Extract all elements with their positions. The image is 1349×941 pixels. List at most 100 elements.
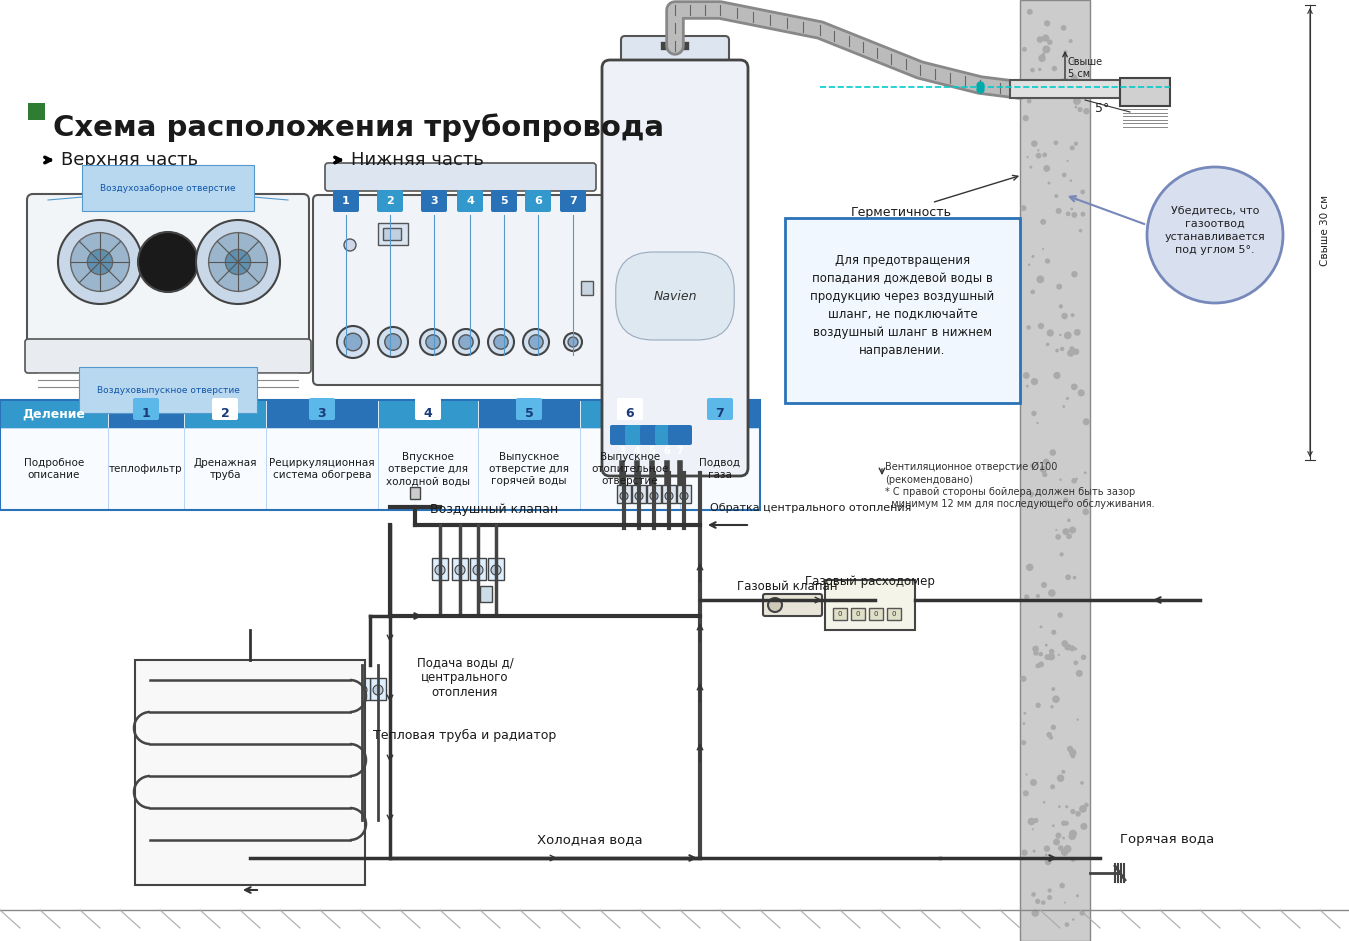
Bar — [869, 608, 884, 620]
Circle shape — [1027, 564, 1033, 571]
Circle shape — [374, 685, 383, 695]
Circle shape — [434, 565, 445, 575]
Text: Свыше 30 см: Свыше 30 см — [1321, 195, 1330, 265]
Circle shape — [1050, 449, 1056, 455]
Text: Впускное
отверстие для
холодной воды: Впускное отверстие для холодной воды — [386, 452, 469, 486]
Circle shape — [1020, 205, 1027, 211]
Bar — [480, 586, 492, 602]
FancyBboxPatch shape — [134, 398, 159, 420]
Circle shape — [1040, 219, 1047, 225]
Bar — [851, 608, 865, 620]
Circle shape — [1044, 20, 1051, 26]
Bar — [432, 558, 448, 580]
Text: 1: 1 — [343, 196, 349, 206]
Circle shape — [1043, 801, 1045, 804]
Bar — [108, 400, 183, 428]
Circle shape — [1036, 36, 1043, 43]
Circle shape — [1032, 828, 1033, 830]
Circle shape — [1147, 167, 1283, 303]
Circle shape — [1048, 888, 1052, 893]
Circle shape — [1043, 165, 1050, 172]
Circle shape — [1074, 105, 1078, 108]
Circle shape — [1068, 749, 1077, 757]
Circle shape — [1062, 640, 1068, 646]
Bar — [478, 400, 580, 428]
Circle shape — [1082, 508, 1089, 515]
FancyBboxPatch shape — [421, 190, 447, 212]
Text: Тепловая труба и радиатор: Тепловая труба и радиатор — [374, 728, 556, 742]
Circle shape — [1043, 472, 1047, 477]
Bar — [108, 428, 183, 510]
Circle shape — [1062, 405, 1066, 408]
Circle shape — [1054, 372, 1060, 379]
Circle shape — [1045, 859, 1051, 865]
Text: 4: 4 — [465, 196, 473, 206]
Circle shape — [1029, 166, 1032, 168]
Text: 5: 5 — [500, 196, 507, 206]
Circle shape — [1045, 343, 1050, 346]
Bar — [832, 608, 847, 620]
Circle shape — [1082, 92, 1087, 99]
Circle shape — [564, 333, 581, 351]
Circle shape — [1031, 779, 1037, 786]
Text: 5°: 5° — [1095, 102, 1109, 115]
Circle shape — [1059, 304, 1063, 309]
Circle shape — [1033, 96, 1036, 98]
Circle shape — [1060, 346, 1064, 351]
Circle shape — [1070, 646, 1075, 651]
FancyBboxPatch shape — [325, 163, 596, 191]
Bar — [183, 428, 266, 510]
Circle shape — [1071, 857, 1075, 862]
Circle shape — [455, 565, 465, 575]
Text: Подвод
газа: Подвод газа — [700, 458, 741, 480]
Circle shape — [1079, 910, 1085, 916]
Circle shape — [1037, 149, 1040, 152]
Circle shape — [1045, 500, 1048, 503]
Circle shape — [1071, 74, 1078, 81]
Circle shape — [88, 249, 112, 275]
Circle shape — [1074, 141, 1078, 146]
Circle shape — [529, 335, 544, 349]
Circle shape — [1041, 901, 1045, 905]
Circle shape — [1036, 422, 1039, 424]
Circle shape — [1035, 899, 1040, 904]
Bar — [478, 428, 580, 510]
Circle shape — [1054, 838, 1060, 845]
Circle shape — [1055, 529, 1058, 531]
Text: 4: 4 — [634, 446, 641, 456]
Circle shape — [1079, 229, 1082, 232]
Circle shape — [1025, 385, 1029, 388]
Circle shape — [1032, 646, 1039, 652]
Circle shape — [1058, 805, 1060, 808]
Circle shape — [1067, 745, 1072, 752]
Circle shape — [1071, 384, 1078, 391]
Circle shape — [1070, 809, 1075, 814]
Bar — [1020, 0, 1090, 941]
Circle shape — [1079, 805, 1087, 813]
Circle shape — [1060, 849, 1068, 856]
Bar — [785, 218, 1020, 403]
Circle shape — [1075, 670, 1083, 677]
Circle shape — [1066, 212, 1071, 216]
Circle shape — [225, 249, 251, 275]
Bar — [680, 428, 759, 510]
Circle shape — [491, 565, 500, 575]
Circle shape — [1031, 378, 1039, 385]
Circle shape — [1059, 552, 1064, 556]
Circle shape — [459, 335, 473, 349]
Circle shape — [1041, 53, 1045, 56]
Circle shape — [1066, 397, 1068, 400]
FancyBboxPatch shape — [656, 425, 679, 445]
Circle shape — [1041, 35, 1050, 41]
Circle shape — [1071, 212, 1078, 218]
Circle shape — [1059, 883, 1064, 888]
Text: 6: 6 — [664, 446, 670, 456]
Circle shape — [1072, 576, 1077, 580]
Circle shape — [1036, 663, 1040, 668]
Text: Газовый клапан: Газовый клапан — [737, 580, 838, 593]
Circle shape — [1068, 833, 1077, 840]
Text: Герметичность: Герметичность — [851, 175, 1018, 218]
Circle shape — [1078, 107, 1082, 112]
Circle shape — [1036, 594, 1040, 598]
Circle shape — [1067, 350, 1074, 357]
